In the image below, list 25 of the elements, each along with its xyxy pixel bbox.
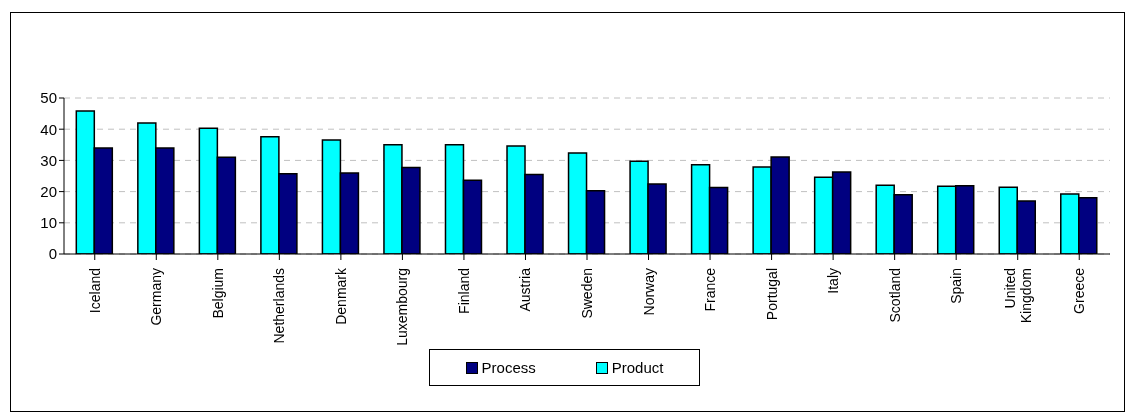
y-tick-label: 10 bbox=[40, 214, 57, 232]
x-tick-label: Italy bbox=[825, 268, 842, 294]
x-tick-label: Greece bbox=[1071, 267, 1088, 314]
y-tick-label: 40 bbox=[40, 120, 57, 138]
x-tick-label: Spain bbox=[948, 268, 965, 304]
y-tick-label: 20 bbox=[40, 182, 57, 200]
x-tick-label: France bbox=[702, 267, 719, 312]
x-tick-label: Portugal bbox=[763, 268, 780, 321]
x-tick-label: Iceland bbox=[86, 268, 103, 314]
y-tick-label: 0 bbox=[48, 245, 57, 263]
x-tick-label: Norway bbox=[640, 268, 657, 316]
x-tick-label: United Kingdom bbox=[1001, 268, 1034, 324]
x-tick-label: Sweden bbox=[579, 268, 595, 319]
legend-label: Product bbox=[611, 359, 664, 376]
x-tick-label: Finland bbox=[455, 268, 472, 314]
x-tick-label: Netherlands bbox=[271, 268, 288, 344]
x-tick-label: Germany bbox=[148, 268, 165, 326]
legend-label: Process bbox=[481, 359, 536, 376]
x-tick-label: Scotland bbox=[886, 268, 903, 323]
x-tick-label: Denmark bbox=[332, 267, 349, 325]
x-tick-label: Luxembourg bbox=[394, 268, 411, 346]
x-tick-label: Belgium bbox=[209, 268, 226, 319]
y-tick-label: 50 bbox=[40, 89, 57, 107]
y-tick-label: 30 bbox=[40, 151, 57, 169]
x-tick-label: Austria bbox=[517, 267, 534, 312]
